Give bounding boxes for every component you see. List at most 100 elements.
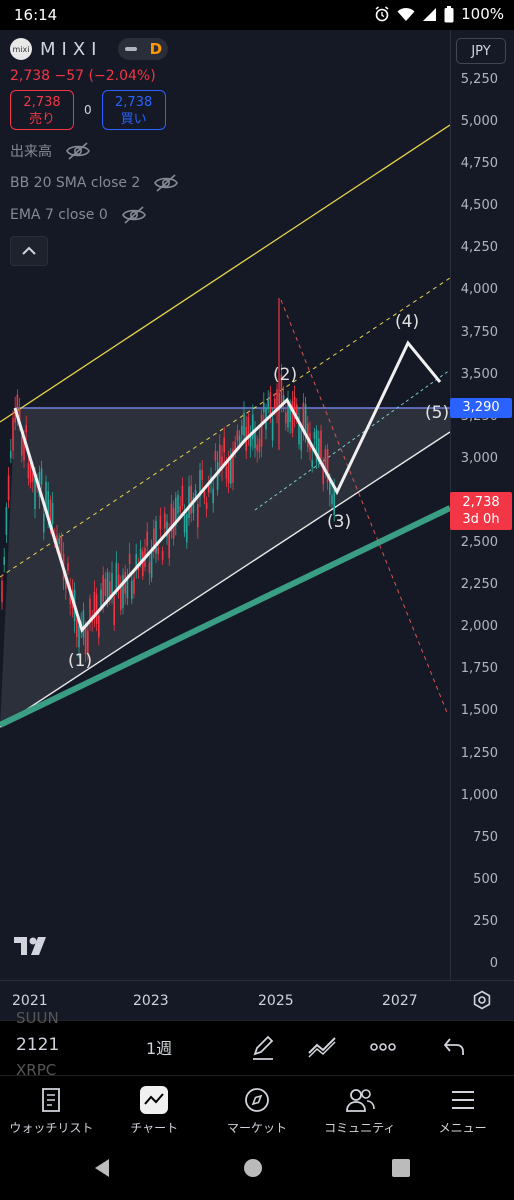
signal-icon [423,7,437,21]
candle-body [175,497,177,526]
candle-body [179,505,181,512]
candle-body [267,399,269,410]
candle-body [230,456,232,484]
settings-gear-icon[interactable] [472,990,492,1010]
candle-body [298,416,300,445]
eye-hidden-icon[interactable] [121,206,146,224]
candle-body [170,503,173,532]
candle-body [177,494,179,514]
candle-body [166,521,168,537]
candle-body [117,574,120,590]
price-change-quote: 2,738 −57 (−2.04%) [10,68,156,84]
wave-label-3: (3) [327,512,351,532]
candle-body [304,404,307,433]
candle-body [84,628,87,655]
candle-body [203,491,206,498]
candle-body [256,444,258,451]
tradingview-logo[interactable] [14,935,52,963]
sell-button[interactable]: 2,738 売り [10,90,74,130]
candle-body [186,513,188,543]
candle-body [23,436,25,461]
indicator-bb-label: BB 20 SMA close 2 [10,175,141,191]
interval-label: D [149,40,163,58]
candle-body [16,394,19,416]
indicators-icon[interactable] [307,1033,337,1061]
price-axis-label: 3,500 [460,366,498,382]
candle-body [252,414,254,439]
buy-button[interactable]: 2,738 買い [101,90,166,130]
elliott-wave-line [13,340,442,634]
back-triangle-icon[interactable] [92,1158,112,1178]
candle-body [5,506,8,535]
price-axis[interactable]: JPY 5,250 5,000 4,750 4,500 4,250 4,000 3,750 3… [450,30,514,980]
interval-selector[interactable]: 1週 [146,1039,173,1058]
nav-market[interactable]: マーケット [206,1076,309,1145]
price-axis-label: 2,250 [460,577,498,593]
price-axis-label: 5,000 [460,114,498,129]
candle-body [34,477,36,509]
green-trendline [0,505,450,728]
dashed-cyan-line [254,369,450,511]
candle-body [161,551,164,560]
time-axis[interactable]: 2021 2023 2025 2027 [0,980,514,1020]
undo-icon[interactable] [442,1033,466,1061]
candle-body [164,513,166,529]
market-status-dash [124,47,137,51]
candle-body [263,402,265,413]
indicator-ema[interactable]: EMA 7 close 0 [10,204,178,226]
candle-body [111,573,113,597]
candle-body [1,580,3,603]
nav-chart[interactable]: チャート [103,1076,206,1145]
alarm-icon [375,6,389,22]
collapse-legend-button[interactable] [10,236,48,266]
candle-body [201,469,203,480]
candle-body [274,398,276,409]
price-axis-label: 1,750 [460,661,498,677]
candle-body [12,417,14,451]
candle-body [122,574,124,608]
candle-body [60,536,63,556]
currency-button[interactable]: JPY [456,38,506,64]
more-options-icon[interactable] [369,1033,397,1061]
trade-row: 2,738 売り 0 2,738 買い [10,90,178,130]
eye-hidden-icon[interactable] [66,142,90,160]
symbol-below[interactable]: XRPC [16,1061,57,1079]
candle-body [293,396,296,419]
wave-label-5: (5) [425,403,449,423]
candle-body [135,554,137,570]
symbol-above[interactable]: SUUN [16,1009,59,1027]
price-axis-label: 4,500 [460,198,498,214]
nav-menu[interactable]: メニュー [411,1076,514,1145]
chart-canvas[interactable]: (1) (2) (3) (4) (5) [0,30,450,980]
last-price-value: 2,738 [462,495,500,510]
wave-label-1: (1) [68,651,92,671]
status-icons: 100% [374,5,504,23]
candle-body [98,615,100,638]
indicator-bb[interactable]: BB 20 SMA close 2 [10,172,179,194]
ticker-row[interactable]: mixi MIXI D [10,38,178,60]
candle-body [221,456,223,470]
nav-watchlist[interactable]: ウォッチリスト [0,1076,103,1145]
candle-body [236,430,239,441]
eye-hidden-icon[interactable] [154,174,179,192]
candle-body [214,451,217,461]
ticker-name[interactable]: MIXI [40,38,103,60]
candle-body [153,528,155,552]
candle-body [148,562,151,574]
candle-body [190,485,192,514]
home-circle-icon[interactable] [243,1158,263,1178]
recents-square-icon[interactable] [391,1158,411,1178]
interval-pill[interactable]: D [118,38,169,60]
candle-body [296,404,298,415]
candle-body [254,430,256,448]
indicator-volume[interactable]: 出来高 [10,140,178,162]
candle-body [146,531,148,547]
candle-body [326,449,329,483]
draw-pen-icon[interactable] [250,1033,276,1061]
candle-body [287,400,289,428]
current-symbol[interactable]: 2121 [16,1035,60,1055]
nav-community[interactable]: コミュニティ [308,1076,411,1145]
candle-body [104,578,107,597]
chart-area[interactable]: (1) (2) (3) (4) (5) mixi MIXI D 2,738 −5… [0,30,514,1020]
year-label-2023: 2023 [133,993,169,1009]
